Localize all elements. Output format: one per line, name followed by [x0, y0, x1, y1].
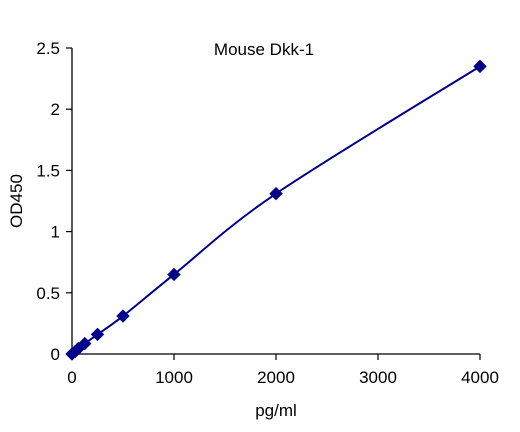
data-point-diamond — [167, 267, 181, 282]
y-tick-label: 2 — [51, 100, 60, 119]
x-tick-label: 1000 — [155, 368, 193, 387]
x-tick-label: 4000 — [461, 368, 499, 387]
y-tick-label: 0.5 — [36, 284, 60, 303]
points-layer — [65, 59, 487, 361]
x-tick-label: 3000 — [359, 368, 397, 387]
y-tick-label: 1 — [51, 223, 60, 242]
curve-layer — [71, 65, 481, 355]
x-tick-label: 0 — [67, 368, 76, 387]
y-ticks: 0 0.5 1 1.5 2 2.5 — [36, 39, 72, 364]
y-tick-label: 2.5 — [36, 39, 60, 58]
x-axis-title: pg/ml — [255, 401, 297, 420]
y-axis-title: OD450 — [7, 174, 26, 228]
data-point-diamond — [90, 327, 105, 342]
x-tick-label: 2000 — [257, 368, 295, 387]
series-line — [71, 65, 481, 355]
y-tick-label: 0 — [51, 345, 60, 364]
data-point-diamond — [78, 336, 92, 351]
data-point-diamond — [473, 59, 487, 74]
x-ticks: 0 1000 2000 3000 4000 — [67, 354, 499, 387]
data-point-diamond — [116, 309, 130, 323]
data-point-diamond — [269, 186, 283, 201]
y-tick-label: 1.5 — [36, 161, 60, 180]
chart-title: Mouse Dkk-1 — [214, 40, 314, 59]
